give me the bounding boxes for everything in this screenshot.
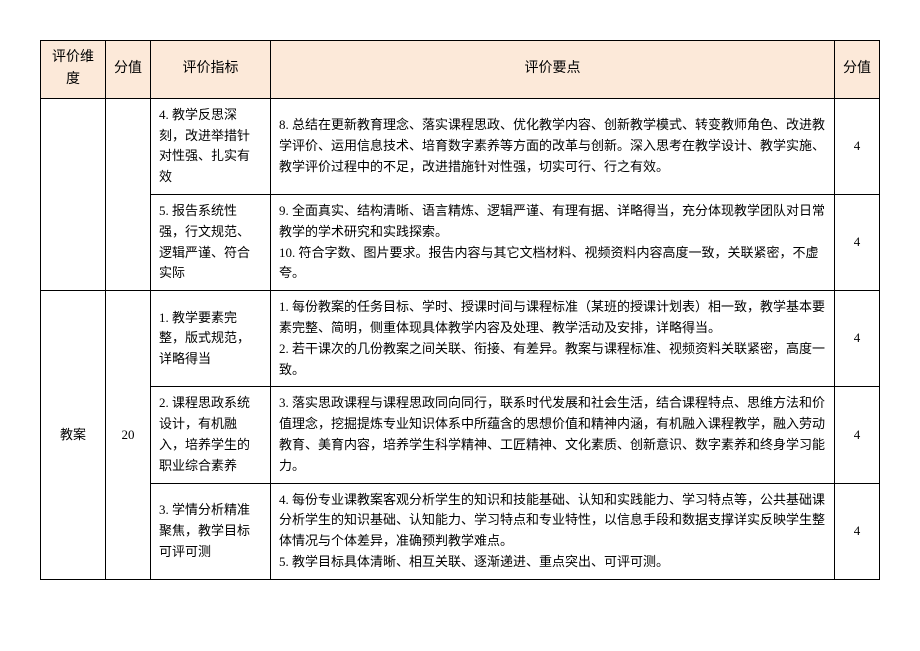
cell-score1: 20 <box>106 291 151 580</box>
cell-indicator: 3. 学情分析精准聚焦，教学目标可评可测 <box>151 483 271 579</box>
evaluation-table: 评价维度 分值 评价指标 评价要点 分值 4. 教学反思深刻，改进举措针对性强、… <box>40 40 880 580</box>
header-indicator: 评价指标 <box>151 41 271 99</box>
table-row: 教案 20 1. 教学要素完整，版式规范，详略得当 1. 每份教案的任务目标、学… <box>41 291 880 387</box>
table-row: 4. 教学反思深刻，改进举措针对性强、扎实有效 8. 总结在更新教育理念、落实课… <box>41 98 880 194</box>
cell-points: 1. 每份教案的任务目标、学时、授课时间与课程标准（某班的授课计划表）相一致，教… <box>271 291 835 387</box>
table-row: 2. 课程思政系统设计，有机融入，培养学生的职业综合素养 3. 落实思政课程与课… <box>41 387 880 483</box>
header-score2: 分值 <box>835 41 880 99</box>
header-points: 评价要点 <box>271 41 835 99</box>
cell-indicator: 5. 报告系统性强，行文规范、逻辑严谨、符合实际 <box>151 194 271 290</box>
cell-points: 8. 总结在更新教育理念、落实课程思政、优化教学内容、创新教学模式、转变教师角色… <box>271 98 835 194</box>
cell-score2: 4 <box>835 98 880 194</box>
cell-dimension: 教案 <box>41 291 106 580</box>
cell-indicator: 2. 课程思政系统设计，有机融入，培养学生的职业综合素养 <box>151 387 271 483</box>
header-dimension: 评价维度 <box>41 41 106 99</box>
cell-points: 3. 落实思政课程与课程思政同向同行，联系时代发展和社会生活，结合课程特点、思维… <box>271 387 835 483</box>
cell-score1 <box>106 98 151 290</box>
cell-points: 4. 每份专业课教案客观分析学生的知识和技能基础、认知和实践能力、学习特点等，公… <box>271 483 835 579</box>
cell-score2: 4 <box>835 291 880 387</box>
table-row: 5. 报告系统性强，行文规范、逻辑严谨、符合实际 9. 全面真实、结构清晰、语言… <box>41 194 880 290</box>
header-row: 评价维度 分值 评价指标 评价要点 分值 <box>41 41 880 99</box>
table-row: 3. 学情分析精准聚焦，教学目标可评可测 4. 每份专业课教案客观分析学生的知识… <box>41 483 880 579</box>
header-score1: 分值 <box>106 41 151 99</box>
cell-score2: 4 <box>835 483 880 579</box>
cell-indicator: 1. 教学要素完整，版式规范，详略得当 <box>151 291 271 387</box>
cell-indicator: 4. 教学反思深刻，改进举措针对性强、扎实有效 <box>151 98 271 194</box>
cell-score2: 4 <box>835 387 880 483</box>
cell-dimension <box>41 98 106 290</box>
cell-score2: 4 <box>835 194 880 290</box>
cell-points: 9. 全面真实、结构清晰、语言精炼、逻辑严谨、有理有据、详略得当，充分体现教学团… <box>271 194 835 290</box>
